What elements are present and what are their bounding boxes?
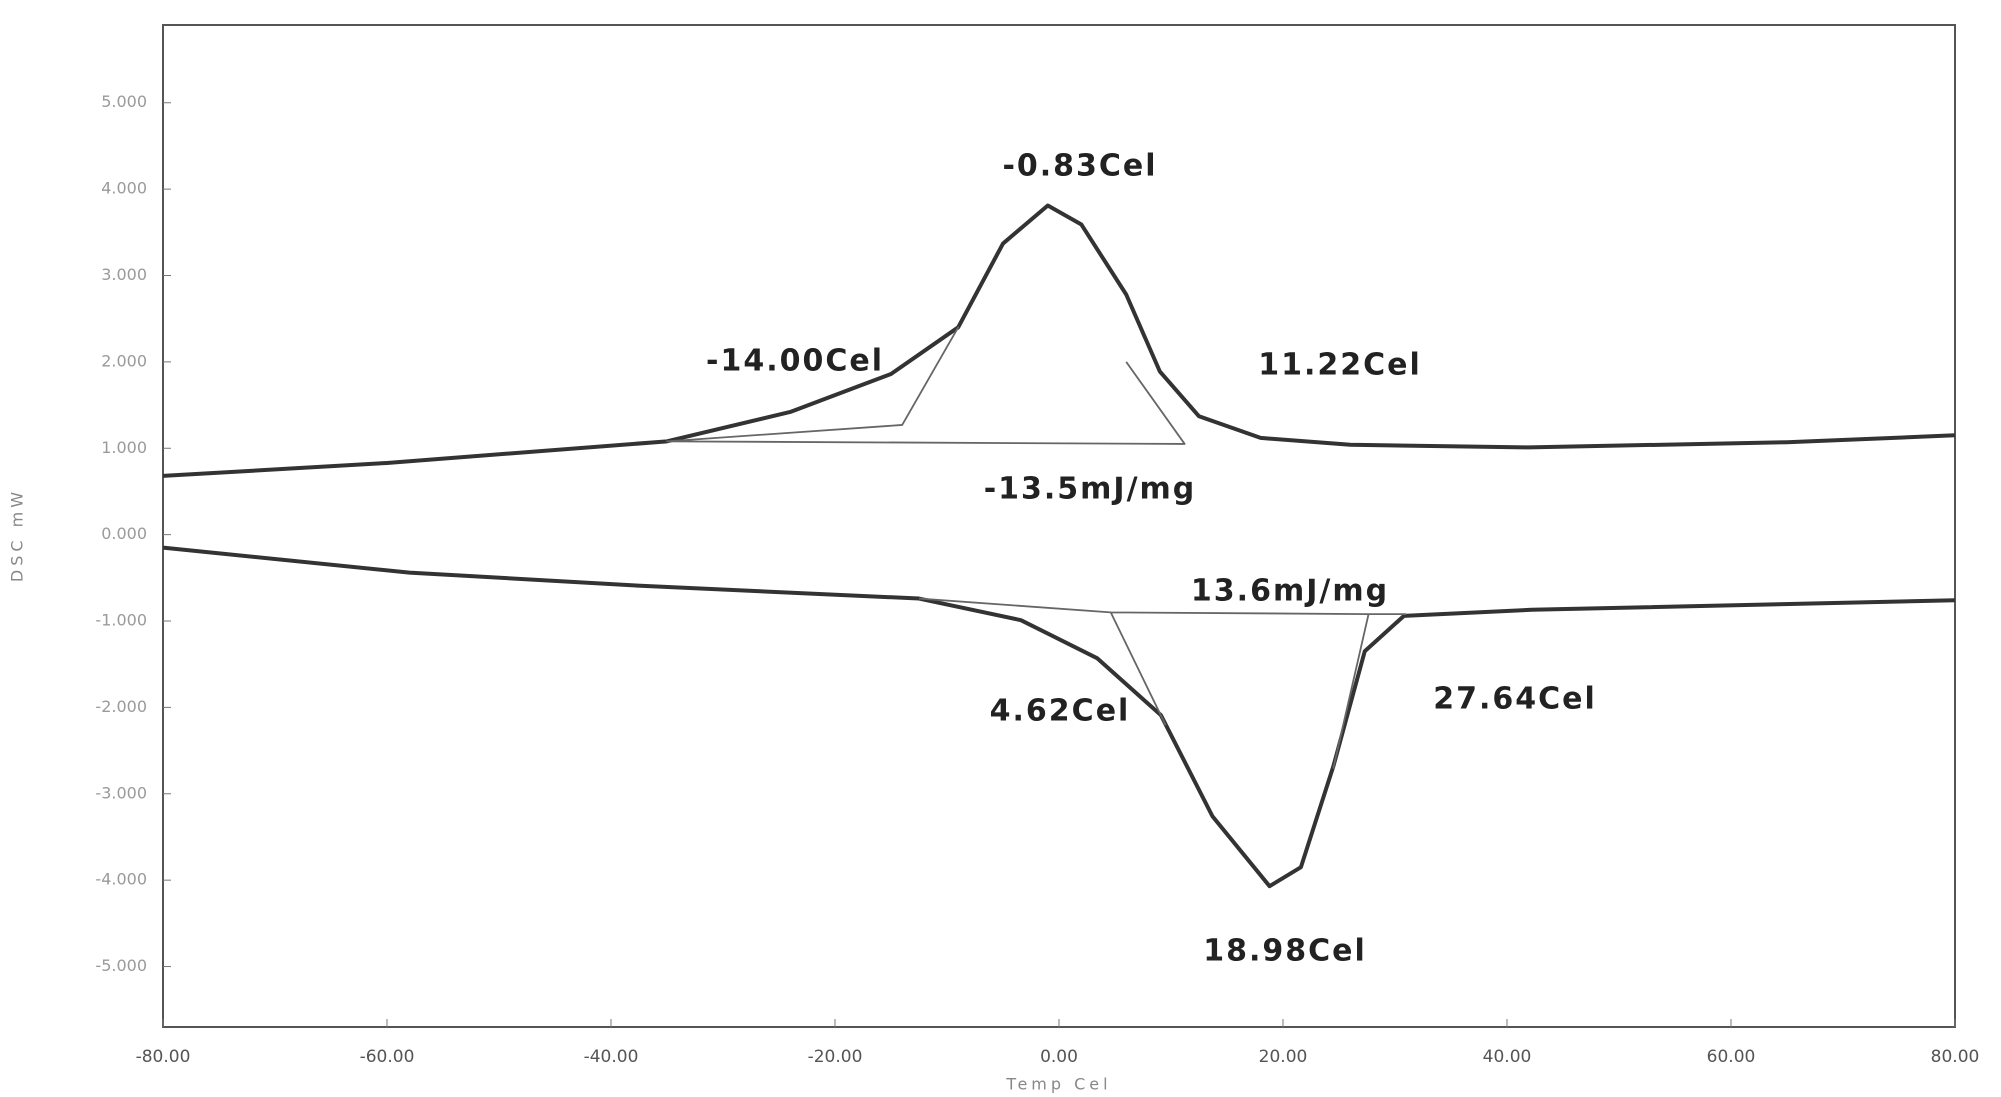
y-tick-label: -4.000: [95, 870, 147, 889]
construction-line: [666, 326, 1186, 445]
x-tick-label: 40.00: [1483, 1047, 1532, 1067]
y-tick-label: -1.000: [95, 611, 147, 630]
y-tick-label: 2.000: [101, 351, 147, 370]
annotation: -13.5mJ/mg: [984, 472, 1197, 507]
y-tick-label: -2.000: [95, 697, 147, 716]
annotation: 18.98Cel: [1203, 934, 1367, 969]
x-tick-label: -40.00: [584, 1047, 639, 1067]
x-axis-label: Temp Cel: [1005, 1075, 1111, 1094]
y-tick-label: -3.000: [95, 783, 147, 802]
x-tick-label: -20.00: [808, 1047, 863, 1067]
x-tick-label: -80.00: [136, 1047, 191, 1067]
annotation: 13.6mJ/mg: [1191, 574, 1389, 609]
dsc-curve: [162, 203, 1956, 478]
annotation: 27.64Cel: [1433, 682, 1597, 717]
annotation: 11.22Cel: [1258, 348, 1422, 383]
y-axis-label: DSC mW: [8, 488, 27, 582]
x-tick-label: 80.00: [1931, 1047, 1980, 1067]
dsc-curve: [162, 545, 1956, 889]
x-tick-label: -60.00: [360, 1047, 415, 1067]
y-tick-label: 3.000: [101, 265, 147, 284]
annotation: -14.00Cel: [706, 344, 884, 379]
x-tick-label: 60.00: [1707, 1047, 1756, 1067]
y-tick-label: -5.000: [95, 956, 147, 975]
y-tick-label: 1.000: [101, 438, 147, 457]
annotation: 4.62Cel: [990, 694, 1131, 729]
y-tick-label: 5.000: [101, 92, 147, 111]
construction-line: [918, 597, 1407, 769]
y-tick-label: 0.000: [101, 524, 147, 543]
x-tick-label: 0.00: [1040, 1047, 1078, 1067]
annotation: -0.83Cel: [1002, 149, 1157, 184]
x-tick-label: 20.00: [1259, 1047, 1308, 1067]
y-tick-label: 4.000: [101, 179, 147, 198]
